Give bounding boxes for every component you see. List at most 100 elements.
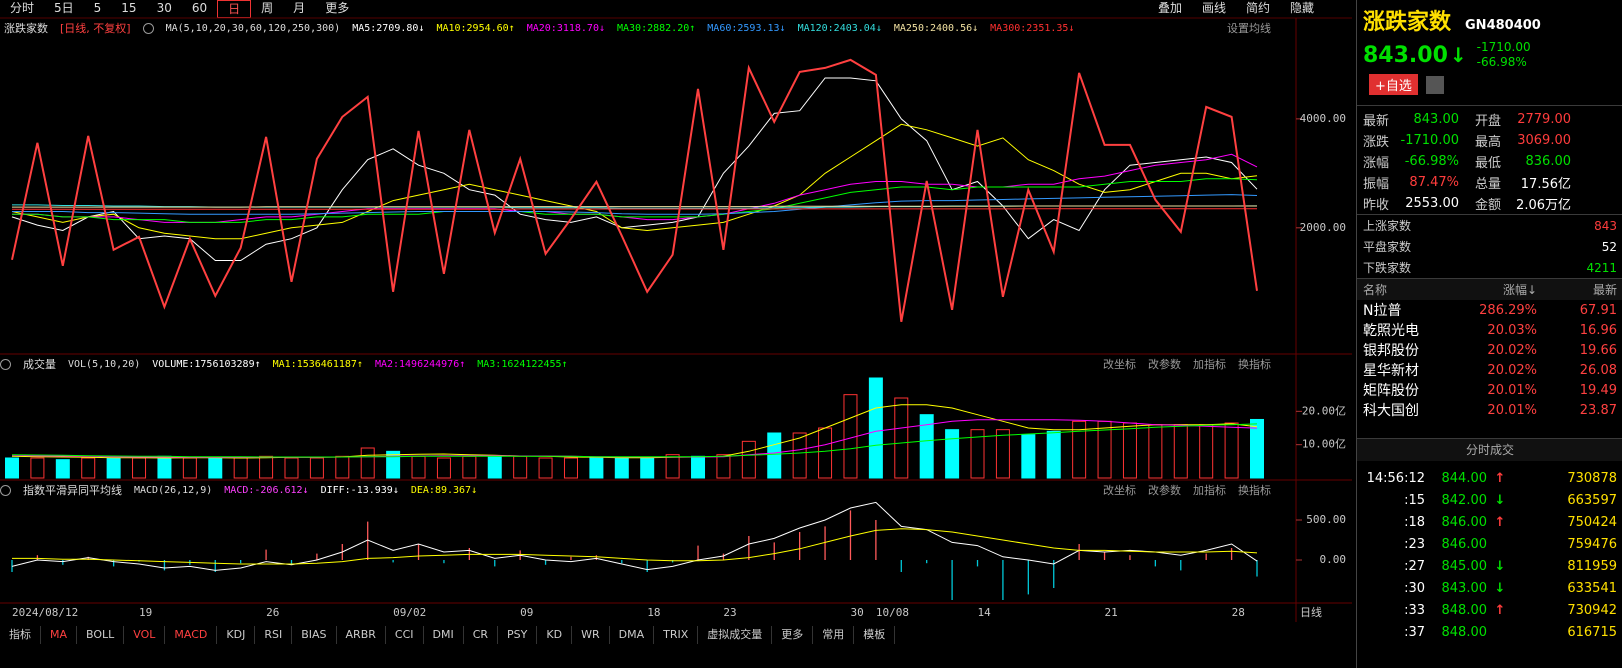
panel-header: 成交量 VOL(5,10,20) VOLUME:1756103289↑ MA1:153… [0,357,1295,371]
list-row[interactable]: 科大国创 20.01% 23.87 [1357,400,1622,420]
panel-tool[interactable]: 换指标 [1238,358,1271,371]
x-tick-label: 23 [723,606,736,619]
legend-entry: MA10:2954.60↑ [436,22,515,34]
period-tab[interactable]: 分时 [10,1,35,15]
panel-title: 指数平滑异同平均线 [23,484,122,497]
tick-arrow: ↓ [1494,492,1506,508]
panel-tool[interactable]: 改参数 [1148,484,1181,497]
list-row[interactable]: 矩阵股份 20.01% 19.49 [1357,380,1622,400]
tick-price: 848.00 [1441,624,1488,640]
indicator-tab[interactable]: MACD [165,626,218,644]
list-row[interactable]: N拉普 286.29% 67.91 [1357,300,1622,320]
period-tab[interactable]: 5日 [54,1,74,15]
list-cell: 20.03% [1487,322,1537,338]
list-cell: 矩阵股份 [1363,383,1419,399]
period-tab[interactable]: 周 [261,1,274,15]
indicator-tab[interactable]: WR [572,626,610,644]
indicator-tab[interactable]: ARBR [337,626,386,644]
tick-row: :15 842.00 ↓ 663597 [1357,489,1622,511]
tool-button[interactable]: 隐藏 [1289,1,1314,15]
legend-entry: MA20:3118.70↓ [526,22,605,34]
indicator-tab[interactable]: RSI [255,626,293,644]
count-label: 下跌家数 [1363,261,1412,275]
volume-bar [386,450,401,479]
tick-price: 848.00 [1441,602,1488,618]
x-tick-label: 2024/08/12 [12,606,78,619]
list-header-cell: 名称 [1363,283,1388,297]
panel-title: 涨跌家数 [4,22,48,35]
count-value: 52 [1601,239,1617,254]
count-label: 平盘家数 [1363,240,1412,254]
setting-button[interactable]: 设置均线 [1227,22,1271,35]
indicator-tab[interactable]: 常用 [813,626,855,644]
tick-volume: 759476 [1567,536,1617,552]
tool-button[interactable]: 简约 [1245,1,1270,15]
quote-panel: 涨跌家数 GN480400 843.00 ↓ -1710.00 -66.98% … [1356,0,1622,668]
stats-row: 涨跌 -1710.00 最高 3069.00 [1357,130,1622,151]
tick-time: :15 [1404,492,1425,508]
indicator-tab[interactable]: CR [464,626,499,644]
indicator-tab[interactable]: DMA [610,626,655,644]
panel-tool[interactable]: 加指标 [1193,358,1226,371]
quote-name: 涨跌家数 [1363,10,1452,35]
indicator-tab[interactable]: 模板 [854,626,896,644]
volume-bar [1021,434,1036,479]
stat-label: 最低 [1475,156,1502,171]
series-line [12,528,1258,565]
legend-entry: MA2:1496244976↑ [374,358,466,370]
indicator-tab[interactable]: BIAS [292,626,337,644]
volume-bar [538,457,553,479]
indicator-tab[interactable]: KDJ [217,626,256,644]
period-tab[interactable]: 15 [121,1,137,15]
alert-button[interactable] [1425,75,1444,94]
tool-button[interactable]: 画线 [1201,1,1226,15]
list-cell: 银邦股份 [1363,343,1419,359]
volume-bar [360,447,375,479]
indicator-tab[interactable]: CCI [386,626,424,644]
period-tab[interactable]: 月 [293,1,306,15]
stats-table: 最新 843.00 开盘 2779.00 涨跌 -1710.00 最高 3069.00 涨幅 -6… [1357,105,1622,214]
period-tab[interactable]: 30 [156,1,172,15]
series-line [11,423,1258,458]
tick-volume: 750424 [1567,514,1617,530]
panel-tool[interactable]: 改坐标 [1103,358,1136,371]
panel-tool[interactable]: 加指标 [1193,484,1226,497]
indicator-tab[interactable]: DMI [424,626,464,644]
period-tab[interactable]: 60 [191,1,208,15]
indicator-tab[interactable]: BOLL [77,626,125,644]
legend-entry: MACD:-206.612↓ [224,484,309,496]
tool-button[interactable]: 叠加 [1157,1,1182,15]
volume-bar [55,459,70,479]
price-row: 843.00 ↓ -1710.00 -66.98% [1357,36,1622,70]
volume-bar [81,457,96,479]
tick-row: :18 846.00 ↑ 750424 [1357,511,1622,533]
indicator-tab[interactable]: KD [537,626,573,644]
series-line [11,123,1258,240]
stat-label: 涨幅 [1363,156,1390,171]
list-header-cell: 最新 [1592,283,1617,297]
period-tab[interactable]: 更多 [325,1,350,15]
volume-bar [132,457,147,479]
indicator-tab[interactable]: PSY [498,626,538,644]
indicator-tab[interactable]: 虚拟成交量 [698,626,773,644]
list-row[interactable]: 星华新材 20.02% 26.08 [1357,360,1622,380]
list-row[interactable]: 银邦股份 20.02% 19.66 [1357,340,1622,360]
count-value: 4211 [1586,260,1617,275]
panel-tool[interactable]: 改坐标 [1103,484,1136,497]
volume-bar [691,455,706,479]
volume-bar [970,429,985,479]
period-tab[interactable]: 5 [93,1,102,15]
add-watch-button[interactable]: +自选 [1369,74,1418,95]
list-row[interactable]: 乾照光电 20.03% 16.96 [1357,320,1622,340]
indicator-tab[interactable]: 更多 [772,626,814,644]
indicator-tab[interactable]: VOL [124,626,166,644]
indicator-tab[interactable]: 指标 [0,626,41,644]
indicator-tab[interactable]: MA [41,626,78,644]
indicator-tab[interactable]: TRIX [654,626,699,644]
x-tick-label: 21 [1105,606,1118,619]
x-tick-label: 28 [1232,606,1245,619]
panel-tool[interactable]: 改参数 [1148,358,1181,371]
panel-tool[interactable]: 换指标 [1238,484,1271,497]
list-cell: 23.87 [1579,402,1617,418]
tick-time: :33 [1404,602,1425,618]
